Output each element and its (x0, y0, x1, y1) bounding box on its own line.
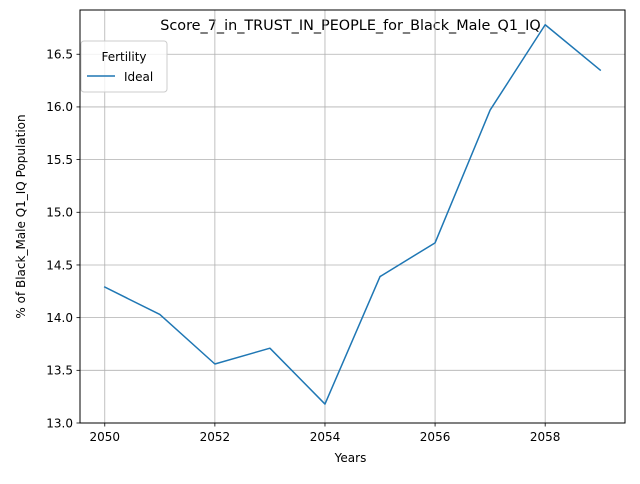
legend-box (80, 40, 168, 93)
y-tick-label: 15.0 (46, 206, 73, 220)
y-tick-label: 14.0 (46, 311, 73, 325)
x-tick-label: 2056 (420, 430, 451, 444)
y-tick-label: 16.5 (46, 48, 73, 62)
y-tick-label: 13.0 (46, 416, 73, 430)
y-axis-label: % of Black_Male Q1_IQ Population (14, 114, 28, 318)
x-axis: 2050 2052 2054 2056 2058 (89, 423, 560, 444)
legend: Fertility Ideal (80, 40, 168, 93)
y-tick-label: 13.5 (46, 364, 73, 378)
x-tick-label: 2054 (310, 430, 341, 444)
y-tick-label: 16.0 (46, 100, 73, 114)
y-axis: 13.0 13.5 14.0 14.5 15.0 15.5 16.0 16.5 (46, 48, 80, 430)
x-tick-label: 2050 (89, 430, 120, 444)
series-line-ideal (103, 24, 602, 405)
x-axis-label: Years (334, 451, 367, 465)
chart-title: Score_7_in_TRUST_IN_PEOPLE_for_Black_Mal… (160, 18, 541, 34)
y-tick-label: 14.5 (46, 258, 73, 272)
plot-frame (79, 9, 626, 424)
y-tick-label: 15.5 (46, 153, 73, 167)
series-layer (103, 24, 602, 405)
x-tick-label: 2058 (530, 430, 561, 444)
legend-label-ideal: Ideal (124, 70, 153, 84)
grid-lines (80, 10, 625, 424)
legend-title: Fertility (101, 50, 146, 64)
x-tick-label: 2052 (200, 430, 231, 444)
